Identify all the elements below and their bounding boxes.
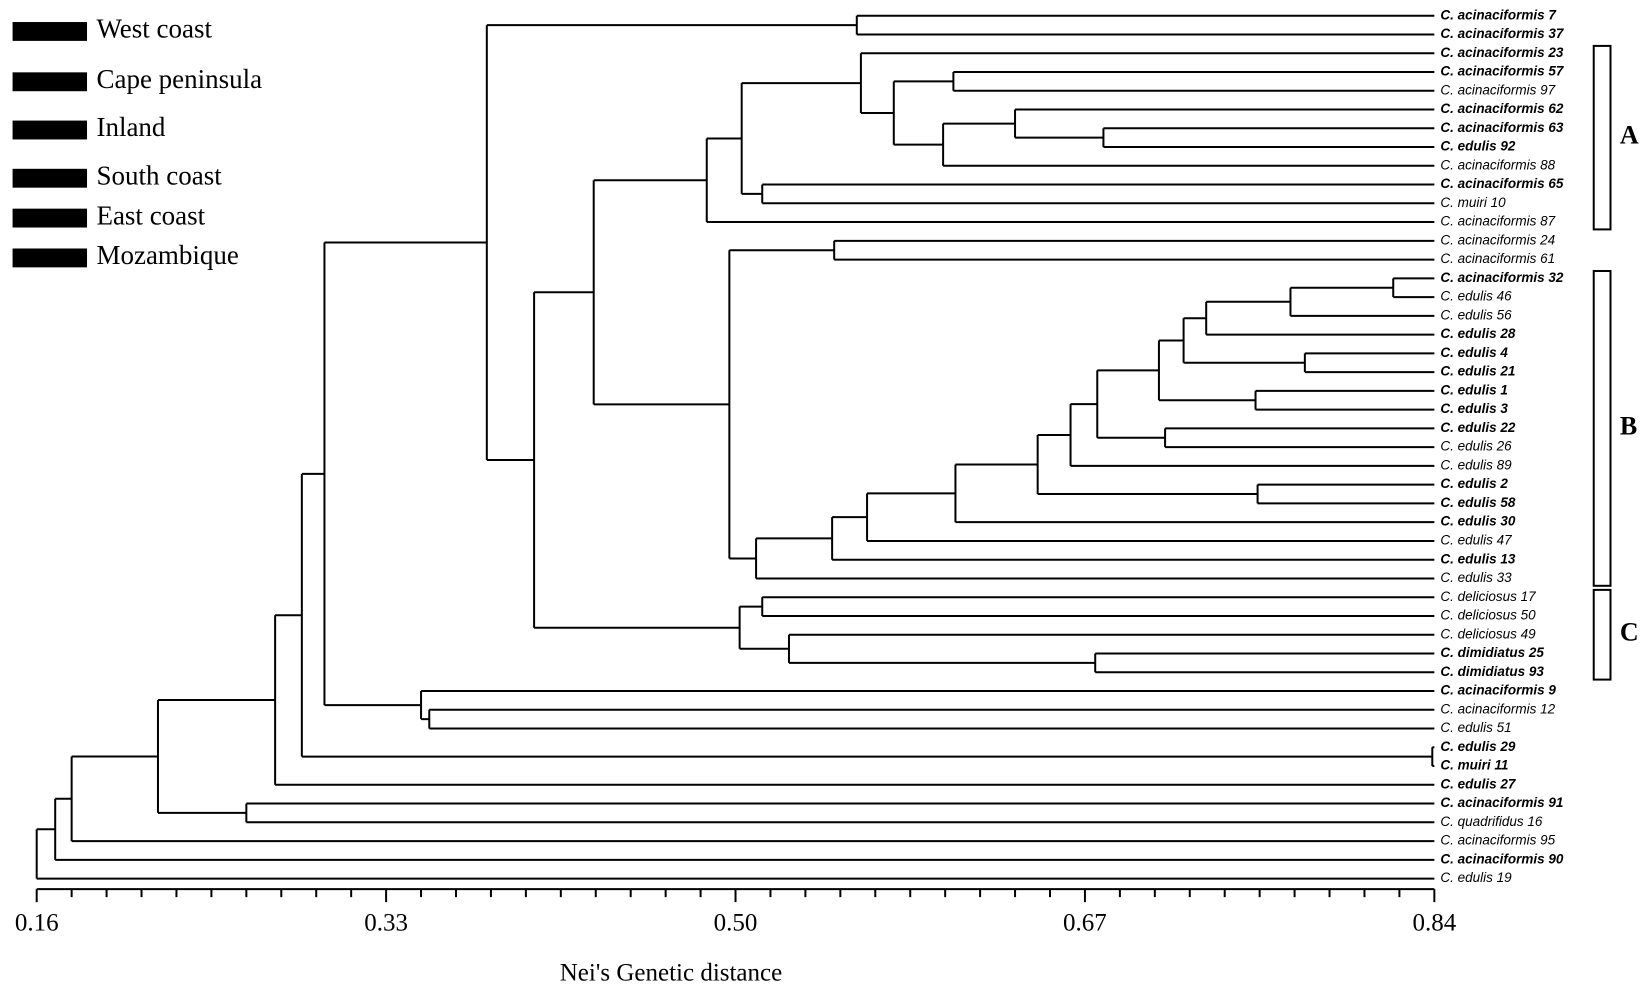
leaf-label: C. edulis 27: [1440, 776, 1517, 791]
legend-swatch: [12, 72, 88, 92]
leaf-label: C. deliciosus 50: [1440, 608, 1536, 623]
leaf-label: C. quadrifidus 16: [1440, 814, 1543, 829]
leaf-label: C. acinaciformis 95: [1440, 833, 1555, 848]
leaf-label: C. acinaciformis 37: [1440, 26, 1565, 41]
x-tick-label: 0.50: [714, 910, 758, 937]
leaf-label: C. edulis 92: [1440, 139, 1516, 154]
legend-label: West coast: [96, 14, 212, 44]
legend-swatch: [12, 168, 88, 188]
leaf-label: C. acinaciformis 63: [1440, 120, 1564, 135]
leaf-label: C. edulis 33: [1440, 570, 1512, 585]
leaf-label: C. acinaciformis 97: [1440, 82, 1555, 97]
leaf-label: C. edulis 28: [1440, 326, 1516, 341]
cluster-bracket: [1592, 269, 1612, 587]
legend-swatch: [12, 248, 88, 268]
leaf-label: C. acinaciformis 87: [1440, 214, 1555, 229]
leaf-label: C. acinaciformis 61: [1440, 251, 1555, 266]
leaf-label: C. deliciosus 17: [1440, 589, 1536, 604]
leaf-label: C. acinaciformis 90: [1440, 851, 1564, 866]
leaf-label: C. edulis 89: [1440, 457, 1512, 472]
cluster-label: C: [1620, 618, 1639, 647]
leaf-label: C. edulis 3: [1440, 401, 1508, 416]
leaf-label: C. acinaciformis 23: [1440, 45, 1564, 60]
leaf-label: C. edulis 1: [1440, 382, 1508, 397]
leaf-label: C. acinaciformis 57: [1440, 64, 1565, 79]
leaf-label: C. edulis 47: [1440, 533, 1512, 548]
leaf-label: C. edulis 22: [1440, 420, 1516, 435]
cluster-label: B: [1620, 411, 1637, 440]
legend-label: Mozambique: [96, 240, 238, 270]
leaf-label: C. acinaciformis 7: [1440, 7, 1557, 22]
leaf-label: C. edulis 51: [1440, 720, 1511, 735]
leaf-label: C. dimidiatus 93: [1440, 664, 1544, 679]
leaf-label: C. edulis 13: [1440, 551, 1516, 566]
x-axis-label: Nei's Genetic distance: [560, 960, 782, 987]
leaf-label: C. acinaciformis 62: [1440, 101, 1564, 116]
legend-swatch: [12, 120, 88, 140]
leaf-label: C. edulis 29: [1440, 739, 1516, 754]
x-tick-label: 0.16: [15, 910, 59, 937]
cluster-bracket: [1592, 588, 1612, 681]
x-tick-label: 0.33: [364, 910, 408, 937]
cluster-label: A: [1620, 121, 1639, 150]
legend-label: Inland: [96, 112, 165, 142]
legend-label: Cape peninsula: [96, 64, 262, 94]
legend-label: South coast: [96, 160, 222, 190]
leaf-label: C. edulis 30: [1440, 514, 1516, 529]
leaf-label: C. edulis 19: [1440, 870, 1512, 885]
leaf-label: C. edulis 21: [1440, 364, 1515, 379]
legend-swatch: [12, 208, 88, 228]
legend-label: East coast: [96, 200, 205, 230]
cluster-bracket: [1592, 44, 1612, 231]
leaf-label: C. deliciosus 49: [1440, 626, 1536, 641]
x-tick-label: 0.84: [1412, 910, 1456, 937]
leaf-label: C. edulis 58: [1440, 495, 1516, 510]
leaf-label: C. acinaciformis 91: [1440, 795, 1563, 810]
leaf-label: C. edulis 4: [1440, 345, 1508, 360]
leaf-label: C. acinaciformis 24: [1440, 232, 1555, 247]
leaf-label: C. acinaciformis 32: [1440, 270, 1564, 285]
x-tick-label: 0.67: [1063, 910, 1107, 937]
leaf-label: C. edulis 56: [1440, 307, 1512, 322]
legend-swatch: [12, 22, 88, 41]
leaf-label: C. acinaciformis 12: [1440, 701, 1555, 716]
leaf-label: C. acinaciformis 88: [1440, 157, 1555, 172]
leaf-label: C. edulis 26: [1440, 439, 1512, 454]
leaf-label: C. edulis 2: [1440, 476, 1508, 491]
leaf-label: C. acinaciformis 65: [1440, 176, 1564, 191]
leaf-label: C. dimidiatus 25: [1440, 645, 1544, 660]
leaf-label: C. muiri 10: [1440, 195, 1506, 210]
leaf-label: C. muiri 11: [1440, 758, 1508, 773]
leaf-label: C. edulis 46: [1440, 289, 1512, 304]
leaf-label: C. acinaciformis 9: [1440, 683, 1556, 698]
